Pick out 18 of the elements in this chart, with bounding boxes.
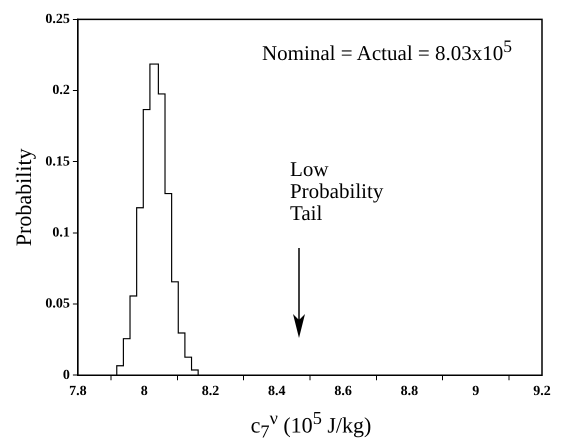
x-tick-label: 8.8 [400,384,418,400]
annotation: Nominal = Actual = 8.03x10$^{5}$ [262,35,512,66]
x-tick-label: 8.6 [334,384,352,400]
y-tick-label: 0.2 [52,83,70,98]
x-tick-label: 9.2 [533,384,551,400]
y-tick-label: 0 [62,368,70,383]
x-tick-label: 9 [472,384,480,400]
y-tick-label: 0.1 [52,225,70,240]
annotation: Low Probability Tail [290,157,384,225]
x-tick-label: 8.2 [202,384,220,400]
x-tick-label: 8.4 [268,384,286,400]
y-tick-label: 0.05 [45,296,70,312]
y-axis-title: Probability [10,148,36,246]
y-tick-label: 0.15 [45,154,70,170]
x-tick-label: 7.8 [69,384,87,400]
x-tick-label: 8 [140,384,148,400]
x-axis-title: c$_{7}$$^{ν}$ (10$^{5}$ J/kg) [250,407,372,444]
y-tick-label: 0.25 [45,12,70,28]
